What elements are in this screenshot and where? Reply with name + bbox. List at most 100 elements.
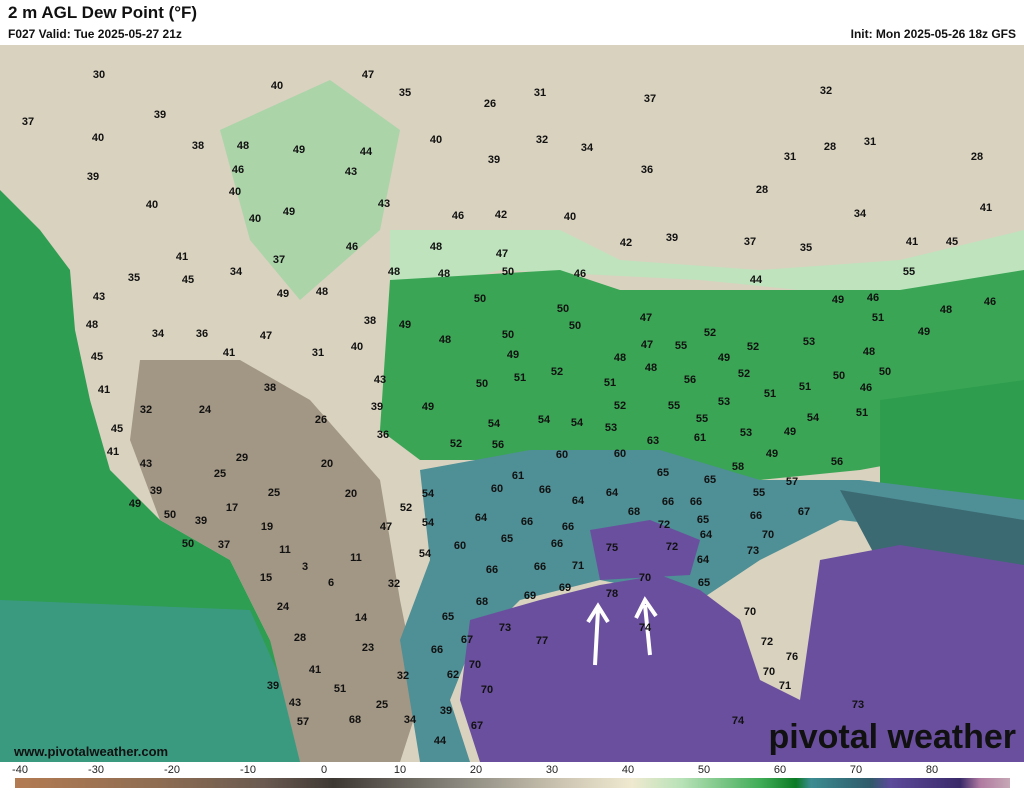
dew-point-label: 47 <box>362 69 374 81</box>
dew-point-label: 73 <box>852 699 864 711</box>
dew-point-label: 72 <box>666 541 678 553</box>
dew-point-label: 34 <box>854 208 867 220</box>
dew-point-label: 36 <box>377 429 389 441</box>
dew-point-label: 28 <box>824 141 836 153</box>
dew-point-label: 53 <box>803 336 815 348</box>
dew-point-label: 65 <box>657 467 669 479</box>
dew-point-label: 28 <box>294 632 306 644</box>
dew-point-label: 48 <box>863 346 875 358</box>
colorbar-tick-label: 70 <box>850 764 862 776</box>
dew-point-label: 48 <box>430 241 442 253</box>
dew-point-label: 31 <box>864 136 876 148</box>
dew-point-label: 51 <box>856 407 868 419</box>
dew-point-label: 50 <box>164 509 176 521</box>
dew-point-label: 64 <box>700 529 713 541</box>
dew-point-label: 28 <box>971 151 983 163</box>
dew-point-label: 40 <box>430 134 442 146</box>
dew-point-label: 32 <box>536 134 548 146</box>
dew-point-label: 53 <box>605 422 617 434</box>
dew-point-label: 51 <box>604 377 616 389</box>
dew-point-label: 11 <box>279 544 291 556</box>
dew-point-label: 55 <box>668 400 680 412</box>
dew-point-label: 46 <box>984 296 996 308</box>
dew-point-label: 31 <box>534 87 546 99</box>
dew-point-label: 66 <box>431 644 443 656</box>
dew-point-label: 43 <box>374 374 386 386</box>
dew-point-label: 49 <box>277 288 289 300</box>
dew-point-label: 60 <box>614 448 626 460</box>
dew-point-label: 67 <box>471 720 483 732</box>
dew-point-label: 40 <box>564 211 576 223</box>
dew-point-label: 48 <box>439 334 451 346</box>
dew-point-label: 31 <box>784 151 796 163</box>
dew-point-label: 37 <box>22 116 34 128</box>
dew-point-label: 48 <box>86 319 98 331</box>
dew-point-label: 25 <box>268 487 280 499</box>
dew-point-label: 34 <box>404 714 417 726</box>
dew-point-label: 39 <box>488 154 500 166</box>
dew-point-label: 24 <box>199 404 212 416</box>
dew-point-label: 51 <box>872 312 884 324</box>
dew-point-label: 66 <box>690 496 702 508</box>
dew-point-label: 75 <box>606 542 618 554</box>
dew-point-label: 66 <box>551 538 563 550</box>
dew-point-label: 78 <box>606 588 618 600</box>
colorbar-tick-label: 60 <box>774 764 786 776</box>
dew-point-label: 45 <box>182 274 194 286</box>
dew-point-label: 41 <box>906 236 918 248</box>
map-title: 2 m AGL Dew Point (°F) <box>8 3 197 22</box>
dew-point-label: 41 <box>223 347 235 359</box>
dew-point-label: 55 <box>675 340 687 352</box>
dew-point-label: 60 <box>556 449 568 461</box>
dew-point-label: 69 <box>524 590 536 602</box>
dew-point-label: 28 <box>756 184 768 196</box>
dew-point-label: 43 <box>378 198 390 210</box>
dew-point-label: 68 <box>349 714 361 726</box>
dew-point-label: 50 <box>502 329 514 341</box>
colorbar <box>15 778 1010 788</box>
brand: pivotal weather <box>768 718 1016 756</box>
dew-point-label: 37 <box>744 236 756 248</box>
dew-point-label: 39 <box>150 485 162 497</box>
dew-point-label: 25 <box>376 699 388 711</box>
init-time: Init: Mon 2025-05-26 18z GFS <box>851 27 1016 41</box>
dew-point-label: 74 <box>732 715 745 727</box>
dew-point-label: 73 <box>747 545 759 557</box>
dew-point-label: 70 <box>762 529 774 541</box>
dew-point-label: 37 <box>273 254 285 266</box>
dew-point-label: 72 <box>658 519 670 531</box>
dew-point-label: 34 <box>581 142 594 154</box>
dew-point-label: 39 <box>440 705 452 717</box>
dew-point-label: 48 <box>388 266 400 278</box>
dew-point-label: 25 <box>214 468 226 480</box>
dew-point-label: 46 <box>346 241 358 253</box>
dew-point-label: 34 <box>230 266 243 278</box>
dew-point-label: 47 <box>260 330 272 342</box>
dew-point-label: 49 <box>129 498 141 510</box>
dew-point-label: 26 <box>484 98 496 110</box>
dew-point-label: 32 <box>397 670 409 682</box>
dew-point-label: 35 <box>399 87 411 99</box>
colorbar-tick-label: 20 <box>470 764 482 776</box>
dew-point-label: 31 <box>312 347 324 359</box>
dew-point-label: 41 <box>980 202 992 214</box>
dew-point-label: 45 <box>111 423 123 435</box>
dew-point-label: 71 <box>572 560 584 572</box>
dew-point-label: 19 <box>261 521 273 533</box>
dew-point-label: 50 <box>879 366 891 378</box>
dew-point-label: 49 <box>766 448 778 460</box>
dew-point-label: 36 <box>196 328 208 340</box>
dew-point-label: 42 <box>620 237 632 249</box>
dew-point-label: 62 <box>447 669 459 681</box>
dew-point-label: 39 <box>371 401 383 413</box>
dew-point-label: 36 <box>641 164 653 176</box>
dew-point-label: 69 <box>559 582 571 594</box>
dew-point-label: 66 <box>539 484 551 496</box>
dew-point-label: 54 <box>807 412 820 424</box>
dew-point-label: 61 <box>694 432 706 444</box>
dew-point-label: 46 <box>452 210 464 222</box>
dew-point-label: 70 <box>763 666 775 678</box>
dew-point-label: 48 <box>316 286 328 298</box>
dew-point-label: 46 <box>860 382 872 394</box>
